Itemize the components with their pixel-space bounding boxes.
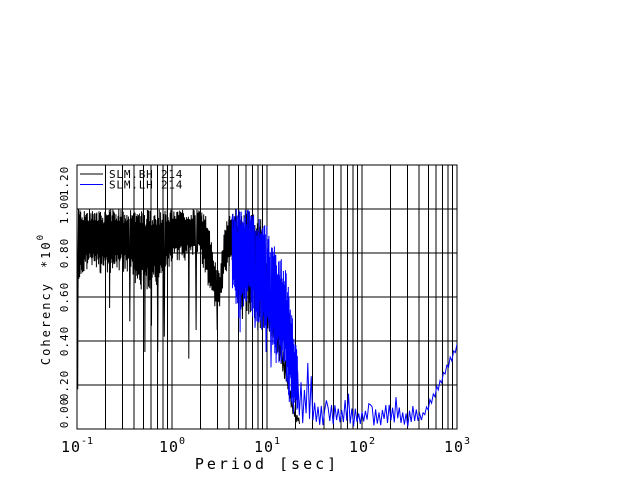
y-tick-label: 0.40 <box>58 326 71 357</box>
y-tick-label: 0.20 <box>58 370 71 401</box>
x-tick-label: 10-1 <box>61 436 93 456</box>
x-tick-label: 100 <box>159 436 185 456</box>
y-axis-tick-labels: 0.000.20 0.40 0.60 0.80 1.001.20 <box>58 166 71 429</box>
y-axis-scale-exponent: 0 <box>36 235 46 240</box>
series-trace-slm-lh <box>231 209 457 427</box>
x-axis-title: Period [sec] <box>195 455 339 473</box>
y-axis-title-text: Coherency <box>39 282 53 365</box>
y-axis-scale-prefix: *10 <box>39 240 53 268</box>
y-tick-label: 0.00 <box>58 398 71 429</box>
x-tick-label: 102 <box>349 436 375 456</box>
y-tick-label: 0.60 <box>58 282 71 313</box>
legend-label-slm-bh: SLM.BH 214 <box>109 168 183 181</box>
y-tick-label: 0.80 <box>58 238 71 269</box>
x-axis-tick-labels: 10-1 100 101 102 103 <box>61 436 470 456</box>
data-series <box>77 209 457 427</box>
x-tick-label: 103 <box>444 436 470 456</box>
legend-label-slm-lh: SLM.LH 214 <box>109 179 183 192</box>
y-tick-label: 1.00 <box>58 194 71 225</box>
y-tick-label: 1.20 <box>58 166 71 197</box>
legend: SLM.BH 214 SLM.LH 214 <box>80 168 183 192</box>
y-axis-title: Coherency *100 <box>36 235 53 365</box>
x-tick-label: 101 <box>254 436 280 456</box>
